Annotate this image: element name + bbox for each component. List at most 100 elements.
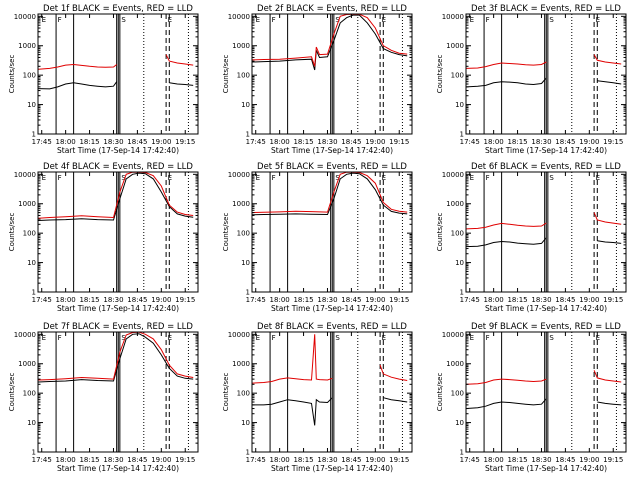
x-tick-label: 18:45 xyxy=(341,138,361,146)
x-tick-label: 18:00 xyxy=(270,296,290,304)
y-tick-label: 1 xyxy=(460,449,464,457)
region-label: S xyxy=(549,16,554,24)
y-tick-label: 10000 xyxy=(14,331,36,339)
region-label: F xyxy=(58,334,62,342)
x-tick-label: 18:30 xyxy=(531,138,551,146)
plot-frame xyxy=(251,13,413,135)
series-lld-line xyxy=(165,54,194,66)
x-axis-title: Start Time (17-Sep-14 17:42:40) xyxy=(485,304,607,313)
plot-frame xyxy=(37,13,199,135)
series-events-line xyxy=(169,82,194,86)
y-tick-label: 10000 xyxy=(228,171,250,179)
plot-frame xyxy=(251,331,413,453)
panel-title: Det 9f BLACK = Events, RED = LLD xyxy=(471,322,621,332)
y-axis-title: Counts/sec xyxy=(8,55,16,94)
series-lld-line xyxy=(593,370,622,383)
x-tick-label: 18:15 xyxy=(293,138,313,146)
series-lld-line xyxy=(466,378,547,385)
y-tick-label: 100 xyxy=(451,390,464,398)
panel-title: Det 4f BLACK = Events, RED = LLD xyxy=(43,162,193,172)
series-events-line xyxy=(252,172,408,216)
y-tick-label: 1000 xyxy=(18,42,36,50)
x-tick-label: 19:15 xyxy=(603,456,623,464)
x-tick-label: 18:00 xyxy=(484,138,504,146)
region-label: F xyxy=(272,174,276,182)
region-label: E xyxy=(596,334,600,342)
x-tick-label: 19:15 xyxy=(175,456,195,464)
x-tick-label: 18:45 xyxy=(127,296,147,304)
panel-title: Det 6f BLACK = Events, RED = LLD xyxy=(471,162,621,172)
x-tick-label: 19:15 xyxy=(389,456,409,464)
x-tick-label: 18:15 xyxy=(507,456,527,464)
region-label: F xyxy=(486,16,490,24)
x-tick-label: 18:30 xyxy=(317,456,337,464)
x-tick-label: 17:45 xyxy=(32,296,52,304)
x-tick-label: 19:15 xyxy=(175,138,195,146)
x-tick-label: 19:00 xyxy=(151,456,171,464)
x-axis-title: Start Time (17-Sep-14 17:42:40) xyxy=(485,146,607,155)
region-label: F xyxy=(486,174,490,182)
series-events-line xyxy=(466,77,547,88)
series-events-line xyxy=(597,80,622,85)
region-label: E xyxy=(168,174,172,182)
region-label: E xyxy=(596,174,600,182)
region-label: E xyxy=(470,16,474,24)
x-tick-label: 18:15 xyxy=(507,138,527,146)
y-tick-label: 1 xyxy=(246,289,250,297)
x-tick-label: 18:00 xyxy=(484,296,504,304)
series-events-line xyxy=(597,240,622,244)
region-label: E xyxy=(382,16,386,24)
region-label: E xyxy=(596,16,600,24)
detector-panel-7: Det 7f BLACK = Events, RED = LLD E F S E 1 10 1… xyxy=(8,322,199,473)
x-tick-label: 18:30 xyxy=(317,138,337,146)
x-tick-label: 18:30 xyxy=(317,296,337,304)
x-tick-label: 17:45 xyxy=(460,296,480,304)
y-tick-label: 1000 xyxy=(18,200,36,208)
series-events-line xyxy=(38,333,194,383)
series-events-line xyxy=(38,172,194,221)
y-tick-label: 1000 xyxy=(446,200,464,208)
detector-panel-6: Det 6f BLACK = Events, RED = LLD E F S E 1 10 1… xyxy=(436,162,627,313)
x-tick-label: 19:15 xyxy=(389,138,409,146)
x-tick-label: 19:00 xyxy=(365,456,385,464)
y-tick-label: 1000 xyxy=(18,360,36,368)
x-tick-label: 19:15 xyxy=(603,296,623,304)
region-label: F xyxy=(272,334,276,342)
y-tick-label: 100 xyxy=(237,230,250,238)
x-tick-label: 17:45 xyxy=(460,138,480,146)
x-tick-label: 18:15 xyxy=(79,456,99,464)
series-events-line xyxy=(383,397,408,403)
x-tick-label: 18:00 xyxy=(270,456,290,464)
series-lld-line xyxy=(379,364,408,381)
x-tick-label: 18:30 xyxy=(103,296,123,304)
x-tick-label: 17:45 xyxy=(246,138,266,146)
y-tick-label: 10 xyxy=(455,101,464,109)
y-tick-label: 100 xyxy=(451,230,464,238)
x-tick-label: 18:30 xyxy=(103,138,123,146)
y-tick-label: 10 xyxy=(27,101,36,109)
plot-frame xyxy=(251,171,413,293)
y-tick-label: 10000 xyxy=(14,13,36,21)
x-tick-label: 18:45 xyxy=(555,296,575,304)
y-tick-label: 1 xyxy=(32,131,36,139)
y-axis-title: Counts/sec xyxy=(436,213,444,252)
region-label: E xyxy=(168,16,172,24)
y-axis-title: Counts/sec xyxy=(436,55,444,94)
y-tick-label: 10000 xyxy=(442,13,464,21)
region-label: S xyxy=(335,16,340,24)
region-label: E xyxy=(256,16,260,24)
series-lld-line xyxy=(593,212,622,225)
x-tick-label: 19:00 xyxy=(579,296,599,304)
x-tick-label: 18:00 xyxy=(56,296,76,304)
series-events-line xyxy=(466,398,547,409)
x-tick-label: 18:30 xyxy=(103,456,123,464)
region-label: E xyxy=(42,334,46,342)
y-tick-label: 1 xyxy=(246,449,250,457)
region-label: E xyxy=(256,334,260,342)
y-tick-label: 1 xyxy=(460,131,464,139)
y-tick-label: 10 xyxy=(241,419,250,427)
x-tick-label: 18:15 xyxy=(79,296,99,304)
y-tick-label: 100 xyxy=(23,72,36,80)
series-lld-line xyxy=(466,61,547,69)
